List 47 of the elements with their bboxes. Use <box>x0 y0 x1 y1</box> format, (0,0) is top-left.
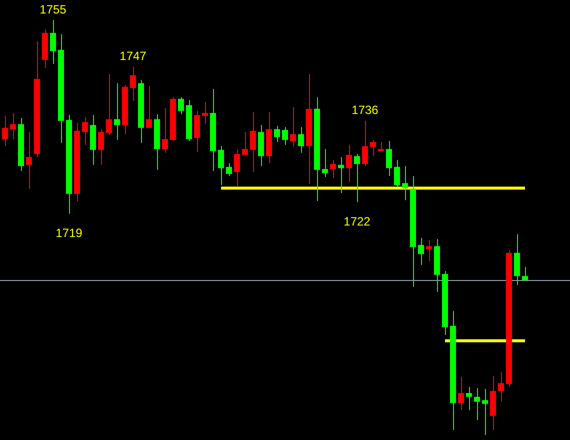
candlestick <box>226 162 232 177</box>
candlestick <box>522 266 528 282</box>
candlestick <box>50 20 56 64</box>
candlestick <box>418 237 424 266</box>
candlestick <box>250 112 256 172</box>
candlestick <box>498 371 504 402</box>
candlestick <box>274 125 280 143</box>
candlestick <box>178 96 184 115</box>
candlestick <box>458 376 464 411</box>
candlestick <box>2 115 8 147</box>
candlestick <box>194 110 200 152</box>
candlestick <box>242 132 248 156</box>
candlestick <box>162 107 168 154</box>
candlestick <box>98 128 104 166</box>
annotation: 1747 <box>120 49 147 64</box>
candlestick <box>482 388 488 436</box>
candlestick <box>370 139 376 157</box>
annotation: 1722 <box>344 214 371 228</box>
candlestick <box>514 234 520 286</box>
candlestick <box>338 156 344 194</box>
candlestick <box>234 148 240 188</box>
candlestick <box>354 154 360 203</box>
candlestick <box>114 82 120 140</box>
annotation: 1719 <box>56 226 83 240</box>
candlestick <box>202 102 208 125</box>
candlestick <box>290 106 296 148</box>
candlestick <box>346 144 352 182</box>
candlestick <box>282 126 288 146</box>
candlestick <box>330 159 336 179</box>
candlestick <box>322 148 328 178</box>
candlestick <box>402 166 408 201</box>
annotation: 1736 <box>352 103 379 118</box>
candlestick <box>146 85 152 128</box>
candlestick <box>218 146 224 186</box>
candlestick <box>386 140 392 177</box>
candlestick <box>394 159 400 188</box>
candlestick <box>26 132 32 190</box>
candlestick <box>82 116 88 146</box>
candlestick <box>362 120 368 167</box>
candlestick <box>106 73 112 136</box>
candlestick <box>10 112 16 140</box>
candlestick <box>466 386 472 411</box>
candlestick <box>130 66 136 102</box>
annotation: 1755 <box>40 2 67 16</box>
candlestick <box>298 126 304 154</box>
candlestick <box>474 388 480 421</box>
candlestick <box>426 239 432 262</box>
